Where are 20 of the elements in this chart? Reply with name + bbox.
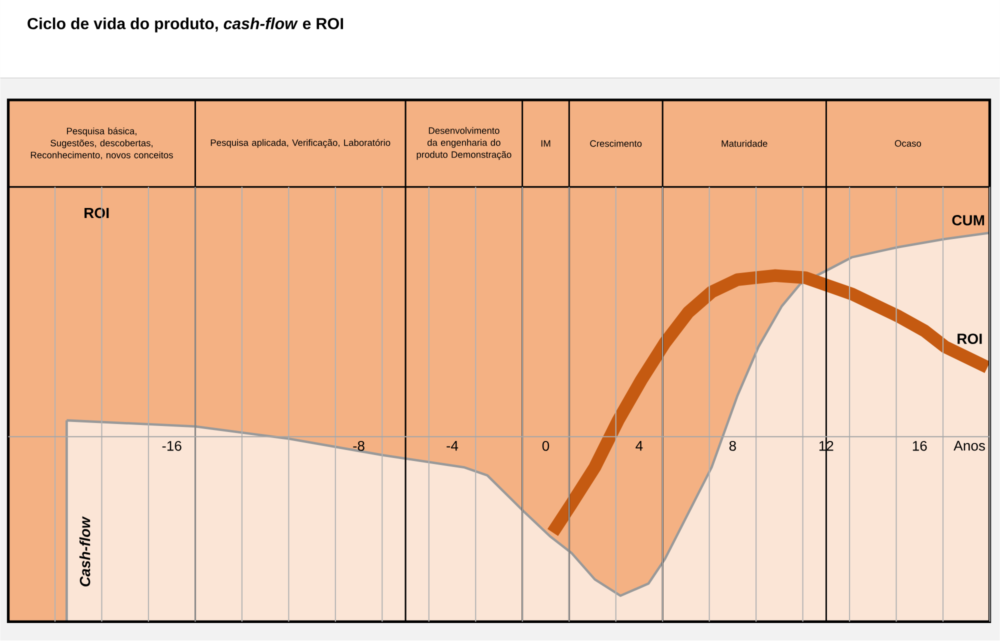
text: ROI xyxy=(84,208,109,218)
chart-title: Ciclo de vida do produto, cash-flow e ROI xyxy=(28,18,344,33)
x-tick-label: 4 xyxy=(636,441,643,451)
x-tick-label: -8 xyxy=(353,441,364,452)
x-axis-title: Anos xyxy=(954,441,985,451)
annotation: Cash-flow xyxy=(79,516,90,587)
x-tick-label: 0 xyxy=(542,441,550,452)
band-label: Pesquisa aplicada, Verificação, Laboratório xyxy=(210,139,390,148)
x-tick-label: -4 xyxy=(446,441,458,451)
x-tick-label: 16 xyxy=(912,441,927,452)
x-tick-label: 8 xyxy=(729,441,736,452)
band-label: IM xyxy=(541,140,550,147)
band-label: Ocaso xyxy=(894,140,922,147)
band-label: Pesquisa básica, Sugestões, descobertas, Reconhecimento, novos conceitos xyxy=(30,128,173,160)
band-label: Desenvolvimento da engenharia do produto Demonstração xyxy=(416,127,512,160)
series-label: CUM xyxy=(952,215,984,226)
band-label: Maturidade xyxy=(722,140,768,148)
band-label: Crescimento xyxy=(590,140,642,148)
x-tick-label: -16 xyxy=(162,441,182,452)
series-label: ROI xyxy=(958,334,982,344)
